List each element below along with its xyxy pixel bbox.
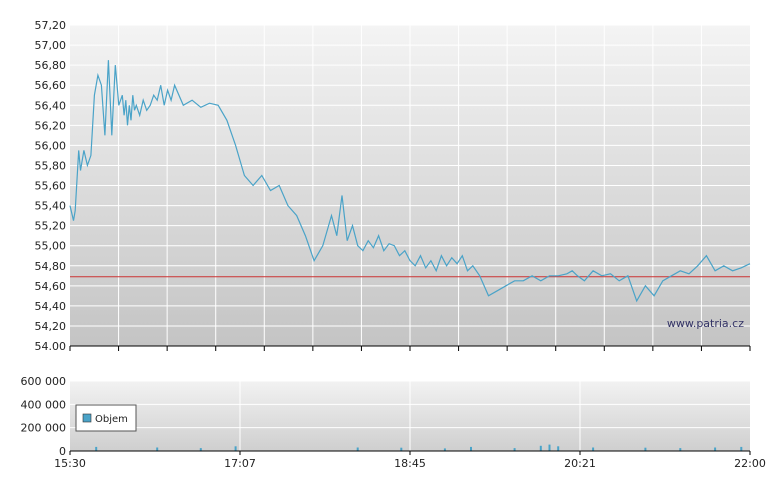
x-tick-label: 15:30 xyxy=(54,457,86,470)
x-axis: 15:30 17:07 18:45 20:21 22:00 xyxy=(54,451,766,470)
price-y-tick-label: 55,20 xyxy=(35,220,67,233)
volume-bar xyxy=(470,446,472,451)
price-y-tick-label: 56,80 xyxy=(35,59,67,72)
volume-y-tick-label: 200 000 xyxy=(21,422,67,435)
price-grid xyxy=(70,24,750,347)
price-y-tick-label: 56,60 xyxy=(35,79,67,92)
price-y-tick-label: 54,60 xyxy=(35,280,67,293)
volume-bar xyxy=(156,447,159,451)
volume-y-tick-label: 0 xyxy=(59,445,66,458)
price-x-tick-marks xyxy=(69,346,751,351)
price-y-tick-label: 56,20 xyxy=(35,119,67,132)
price-panel: 57,20 57,00 56,80 56,60 56,40 56,20 56,00 55,80… xyxy=(35,19,751,353)
volume-bar xyxy=(95,446,98,451)
volume-bar xyxy=(199,448,202,451)
volume-y-tick-label: 600 000 xyxy=(21,375,67,388)
volume-bar xyxy=(714,447,717,451)
x-tick-label: 17:07 xyxy=(224,457,256,470)
price-series-line xyxy=(69,60,751,303)
price-y-tick-label: 56,00 xyxy=(35,139,67,152)
price-y-tick-label: 55,40 xyxy=(35,200,67,213)
volume-bar xyxy=(513,448,516,451)
price-y-tick-label: 57,20 xyxy=(35,19,67,32)
volume-bar xyxy=(644,447,647,451)
volume-bar xyxy=(443,448,446,451)
volume-bar xyxy=(592,447,595,451)
volume-bar xyxy=(356,447,359,451)
legend-swatch xyxy=(82,413,92,423)
legend-label: Objem xyxy=(95,414,128,425)
price-y-axis: 57,20 57,00 56,80 56,60 56,40 56,20 56,00 55,80… xyxy=(35,19,67,353)
price-y-tick-label: 55,80 xyxy=(35,159,67,172)
x-tick-label: 18:45 xyxy=(394,457,426,470)
x-tick-label: 20:21 xyxy=(564,457,596,470)
price-y-tick-label: 54,20 xyxy=(35,320,67,333)
volume-bars xyxy=(95,444,743,452)
volume-y-tick-label: 400 000 xyxy=(21,398,67,411)
volume-bar xyxy=(557,446,560,451)
x-tick-label: 22:00 xyxy=(734,457,766,470)
volume-bar xyxy=(740,446,743,451)
volume-bar xyxy=(679,448,682,451)
volume-bar xyxy=(539,445,542,452)
volume-panel: 600 000 400 000 200 000 0 15:30 17:07 18:45 20… xyxy=(21,375,766,470)
legend: Objem xyxy=(75,404,137,432)
price-y-tick-label: 57,00 xyxy=(35,39,67,52)
price-y-tick-label: 54,40 xyxy=(35,300,67,313)
price-y-tick-label: 56,40 xyxy=(35,99,67,112)
volume-bar xyxy=(234,446,237,451)
volume-bar xyxy=(548,444,551,451)
price-y-tick-label: 54.00 xyxy=(35,340,67,353)
watermark: www.patria.cz xyxy=(667,317,744,330)
price-y-tick-label: 54,80 xyxy=(35,260,67,273)
volume-bar xyxy=(400,447,403,451)
price-y-tick-label: 55,60 xyxy=(35,180,67,193)
volume-y-axis: 600 000 400 000 200 000 0 xyxy=(21,375,67,458)
price-y-tick-label: 55,00 xyxy=(35,240,67,253)
